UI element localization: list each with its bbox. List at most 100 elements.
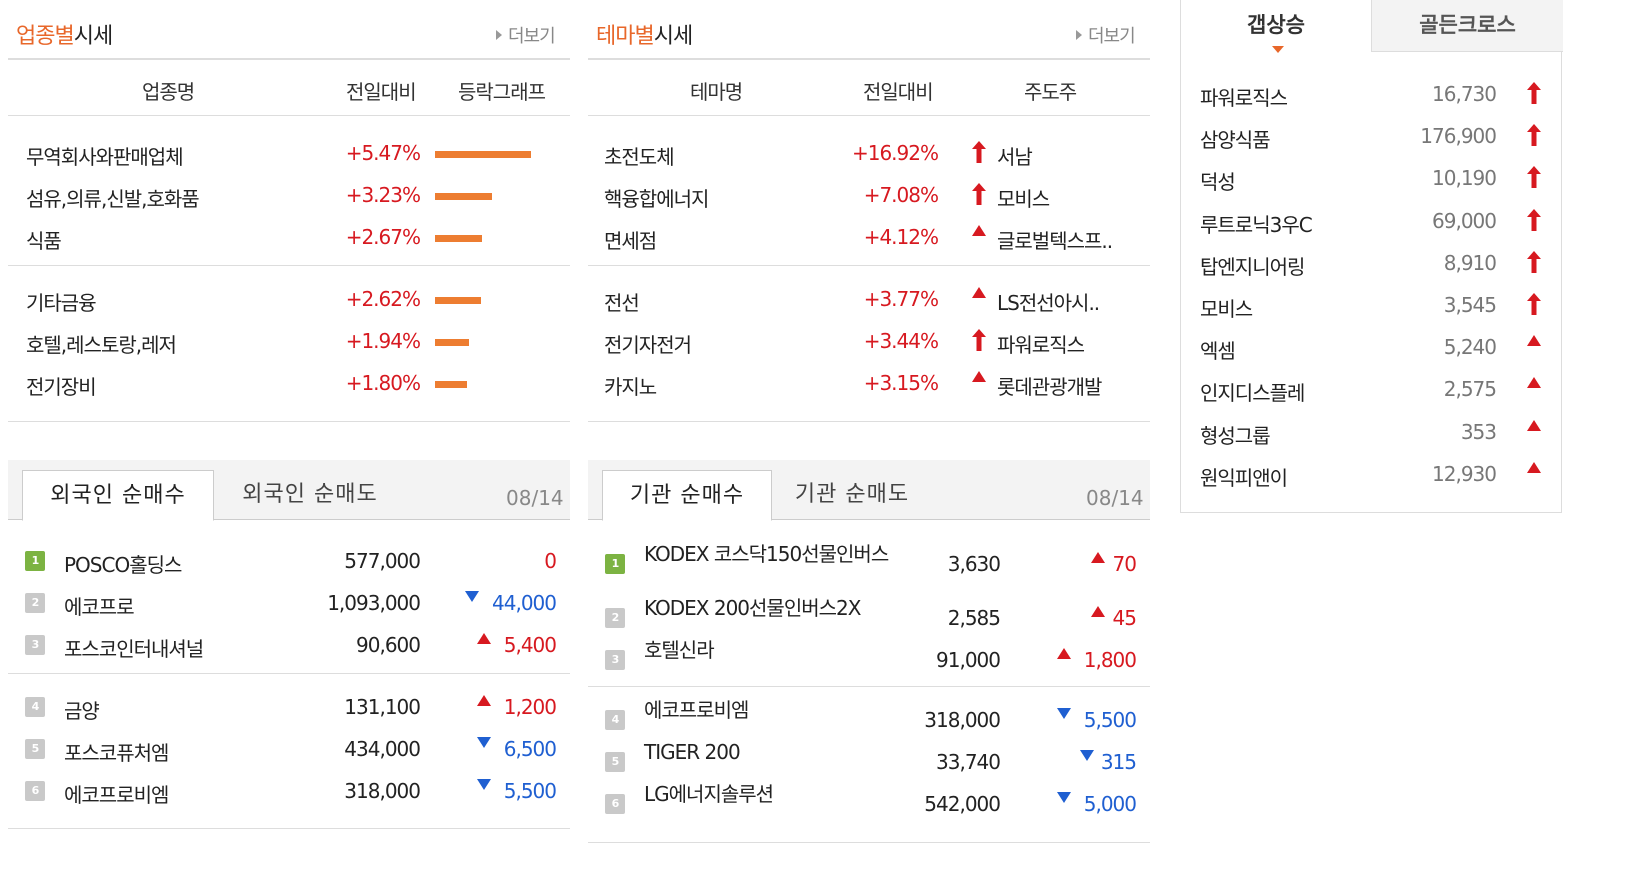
change-percent: +3.23% — [345, 183, 421, 207]
stock-name[interactable]: POSCO홀딩스 — [64, 553, 182, 577]
gap-row[interactable]: 인지디스플레 2,575 — [1181, 367, 1561, 411]
tab-golden-cross[interactable]: 골든크로스 — [1371, 0, 1563, 52]
stock-name[interactable]: 모비스 — [1200, 297, 1253, 321]
gap-row[interactable]: 파워로직스 16,730 — [1181, 72, 1561, 116]
stock-price: 16,730 — [1432, 82, 1497, 106]
stock-name[interactable]: TIGER 200 — [644, 740, 741, 764]
theme-row[interactable]: 카지노 +3.15% 롯데관광개발 — [588, 361, 1150, 405]
stock-price: 434,000 — [344, 737, 421, 761]
sector-row[interactable]: 기타금융 +2.62% — [8, 277, 570, 321]
up-arrow-icon — [1527, 293, 1541, 315]
theme-row[interactable]: 전기자전거 +3.44% 파워로직스 — [588, 319, 1150, 363]
change-percent: +1.80% — [345, 371, 421, 395]
sector-more-link[interactable]: 더보기 — [496, 22, 556, 48]
table-row[interactable]: 4 금양 131,100 1,200 — [8, 685, 570, 729]
sector-name: 무역회사와판매업체 — [26, 145, 184, 169]
table-row[interactable]: 1 KODEX 코스닥150선물인버스 3,630 70 — [588, 542, 1150, 586]
theme-name: 전기자전거 — [604, 333, 692, 357]
change-bar — [435, 339, 469, 346]
tab-foreign-buy[interactable]: 외국인 순매수 — [22, 470, 214, 521]
stock-name[interactable]: 에코프로 — [64, 595, 135, 619]
table-row[interactable]: 3 포스코인터내셔널 90,600 5,400 — [8, 623, 570, 667]
table-row[interactable]: 1 POSCO홀딩스 577,000 0 — [8, 539, 570, 583]
table-row[interactable]: 6 LG에너지솔루션 542,000 5,000 — [588, 782, 1150, 826]
theme-row[interactable]: 핵융합에너지 +7.08% 모비스 — [588, 173, 1150, 217]
up-triangle-icon — [1091, 552, 1105, 563]
stock-price: 318,000 — [344, 779, 421, 803]
sector-row[interactable]: 호텔,레스토랑,레저 +1.94% — [8, 319, 570, 363]
stock-name[interactable]: 포스코퓨처엠 — [64, 741, 169, 765]
up-triangle-icon — [1527, 335, 1541, 347]
leader-stock[interactable]: 서남 — [997, 145, 1033, 169]
up-triangle-icon — [477, 695, 491, 706]
stock-name[interactable]: 포스코인터내셔널 — [64, 637, 204, 661]
stock-name[interactable]: 에코프로비엠 — [64, 783, 169, 807]
gap-row[interactable]: 루트로닉3우C 69,000 — [1181, 199, 1561, 243]
up-triangle-icon — [1527, 377, 1541, 389]
tab-institution-sell[interactable]: 기관 순매도 — [794, 482, 910, 507]
stock-name[interactable]: 원익피앤이 — [1200, 465, 1288, 490]
stock-price: 3,630 — [947, 552, 1001, 576]
stock-price: 318,000 — [924, 708, 1001, 732]
stock-name[interactable]: 파워로직스 — [1200, 86, 1288, 110]
gap-row[interactable]: 원익피앤이 12,930 — [1181, 452, 1561, 496]
gap-row[interactable]: 탑엔지니어링 8,910 — [1181, 241, 1561, 285]
table-row[interactable]: 6 에코프로비엠 318,000 5,500 — [8, 769, 570, 813]
stock-name[interactable]: LG에너지솔루션 — [644, 782, 774, 806]
stock-name[interactable]: KODEX 코스닥150선물인버스 — [644, 542, 889, 566]
theme-row[interactable]: 면세점 +4.12% 글로벌텍스프.. — [588, 215, 1150, 259]
gap-row[interactable]: 모비스 3,545 — [1181, 283, 1561, 327]
tab-institution-buy[interactable]: 기관 순매수 — [602, 470, 772, 521]
price-diff: 44,000 — [492, 591, 557, 615]
gap-row[interactable]: 형성그룹 353 — [1181, 410, 1561, 454]
stock-price: 8,910 — [1443, 250, 1497, 275]
gap-row[interactable]: 엑셈 5,240 — [1181, 325, 1561, 369]
table-row[interactable]: 3 호텔신라 91,000 1,800 — [588, 638, 1150, 682]
rank-badge: 4 — [25, 697, 45, 717]
tab-foreign-sell[interactable]: 외국인 순매도 — [242, 482, 378, 507]
gap-row[interactable]: 덕성 10,190 — [1181, 156, 1561, 200]
theme-more-link[interactable]: 더보기 — [1076, 22, 1136, 48]
up-arrow-icon — [972, 183, 986, 205]
gap-row[interactable]: 삼양식품 176,900 — [1181, 114, 1561, 158]
tab-gap-up[interactable]: 갭상승 — [1247, 13, 1305, 37]
stock-name[interactable]: 인지디스플레 — [1200, 381, 1305, 406]
stock-name[interactable]: 탑엔지니어링 — [1200, 254, 1305, 279]
price-diff: 5,400 — [503, 633, 557, 657]
col-graph: 등락그래프 — [458, 80, 546, 104]
leader-stock[interactable]: 모비스 — [997, 187, 1050, 211]
stock-name[interactable]: 금양 — [64, 699, 100, 723]
table-row[interactable]: 5 TIGER 200 33,740 315 — [588, 740, 1150, 784]
rank-badge: 1 — [605, 554, 625, 574]
stock-name[interactable]: 에코프로비엠 — [644, 698, 749, 722]
stock-name[interactable]: 덕성 — [1200, 170, 1236, 195]
sector-row[interactable]: 섬유,의류,신발,호화품 +3.23% — [8, 173, 570, 217]
sector-row[interactable]: 식품 +2.67% — [8, 215, 570, 259]
leader-stock[interactable]: 롯데관광개발 — [997, 375, 1102, 399]
col-leader: 주도주 — [1024, 80, 1077, 104]
table-row[interactable]: 2 KODEX 200선물인버스2X 2,585 45 — [588, 596, 1150, 640]
price-diff: 315 — [1100, 750, 1137, 774]
table-row[interactable]: 5 포스코퓨처엠 434,000 6,500 — [8, 727, 570, 771]
price-diff: 5,000 — [1083, 792, 1137, 816]
leader-stock[interactable]: LS전선아시.. — [997, 291, 1100, 315]
theme-row[interactable]: 전선 +3.77% LS전선아시.. — [588, 277, 1150, 321]
sector-row[interactable]: 무역회사와판매업체 +5.47% — [8, 131, 570, 175]
table-row[interactable]: 2 에코프로 1,093,000 44,000 — [8, 581, 570, 625]
table-row[interactable]: 4 에코프로비엠 318,000 5,500 — [588, 698, 1150, 742]
leader-stock[interactable]: 글로벌텍스프.. — [997, 229, 1113, 253]
stock-name[interactable]: 엑셈 — [1200, 339, 1236, 364]
leader-stock[interactable]: 파워로직스 — [997, 333, 1085, 357]
gap-panel: 갭상승 골든크로스 파워로직스 16,730 삼양식품 176,900 덕성 10,190… — [1180, 0, 1563, 513]
divider — [8, 265, 570, 266]
sector-row[interactable]: 전기장비 +1.80% — [8, 361, 570, 405]
stock-name[interactable]: KODEX 200선물인버스2X — [644, 596, 861, 620]
theme-name: 전선 — [604, 291, 640, 315]
stock-name[interactable]: 형성그룹 — [1200, 423, 1271, 448]
theme-row[interactable]: 초전도체 +16.92% 서남 — [588, 131, 1150, 175]
stock-name[interactable]: 루트로닉3우C — [1200, 212, 1313, 237]
foreign-date: 08/14 — [506, 486, 564, 510]
stock-name[interactable]: 호텔신라 — [644, 638, 715, 662]
stock-name[interactable]: 삼양식품 — [1200, 128, 1271, 153]
stock-price: 90,600 — [356, 633, 421, 657]
